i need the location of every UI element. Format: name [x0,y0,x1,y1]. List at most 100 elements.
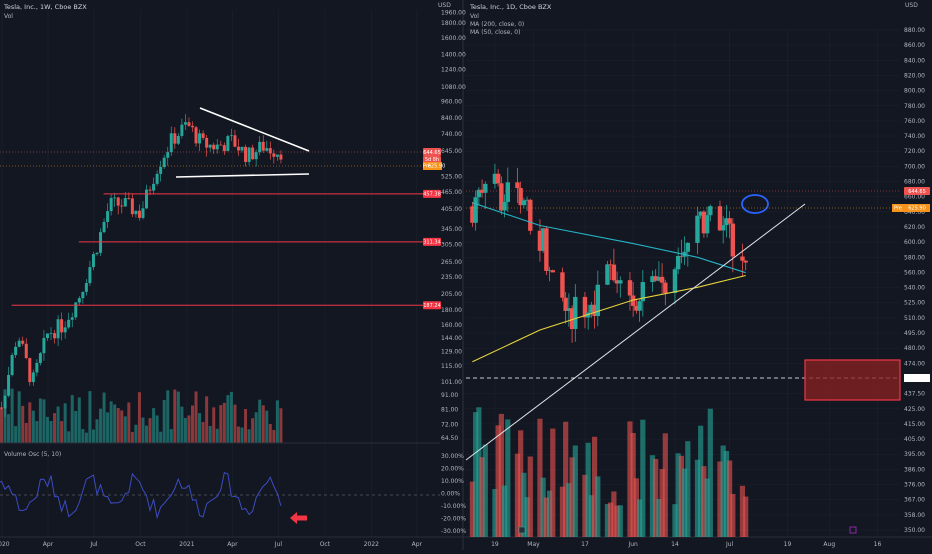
left-volume-bar [201,422,205,443]
left-price-tick: 960.00 [441,98,462,105]
left-volume-bar [95,419,99,443]
left-volume-bar [116,408,120,443]
left-candle-body [21,340,25,344]
left-price-tick: 180.00 [441,307,462,314]
trend-line[interactable] [465,203,806,461]
right-time-axis[interactable]: 19 May 17 Jun 14 Jul 19 Aug 16 [491,541,881,548]
left-volume-bar [109,401,113,443]
right-candle-body [634,305,639,311]
right-volume-bar [727,460,733,537]
right-time-tick: Jul [725,541,734,548]
right-candle-body [730,223,736,257]
left-candle-body [116,197,120,206]
left-last-price-badge-bg [423,148,441,156]
right-candle-body [740,256,745,261]
left-candle-body [60,319,64,333]
left-candle-body [49,333,53,334]
right-candle-body [537,230,543,251]
left-candle-body [212,144,216,150]
left-candle-body [99,232,103,253]
right-price-tick: 350.00 [904,527,925,534]
right-volume-bar [720,445,726,537]
left-volume-bar [233,404,237,443]
left-volume-bar [113,404,117,443]
right-volume-bar [476,407,482,537]
right-price-tick: 680.00 [904,179,925,186]
right-volume-bar [543,497,549,537]
earnings-marker-icon[interactable] [849,526,857,534]
left-price-tick: 840.00 [441,115,462,122]
left-currency: USD [438,2,451,9]
left-candle-body [229,135,233,137]
left-volume-bar [28,402,32,443]
left-pre-label: Pre [423,164,431,170]
left-volume-bar [272,429,276,443]
left-time-tick: Apr [412,541,423,548]
left-price-axis[interactable]: 1960.00 1800.00 1600.00 1400.00 1240.00 1080.… [441,10,466,443]
right-candle-body [627,280,633,296]
right-volume-bar [604,504,611,537]
left-candle-body [130,198,134,215]
left-price-tick: 1240.00 [441,67,466,74]
left-candle-body [127,198,131,199]
left-volume-bar [17,391,21,443]
left-volume-bar [38,398,42,443]
highlight-ellipse[interactable] [741,194,769,214]
left-candle-body [7,374,11,396]
right-candle-body [492,173,498,184]
left-candle-body [102,221,106,233]
right-price-tick: 405.00 [904,436,925,443]
right-candle-body [544,228,549,271]
target-zone-box[interactable] [804,359,901,401]
left-price-tick: 525.00 [441,174,462,181]
osc-tick: 20.00% [441,466,464,473]
right-volume-bar [585,442,591,537]
right-price-tick: 437.50 [904,391,925,398]
right-volume-bar [678,455,684,537]
level-badge-bg [423,189,441,198]
left-candle-body [14,346,18,356]
left-volume-bar [91,429,95,443]
left-candle-body [183,122,187,125]
right-candle-body [589,304,594,313]
right-vol-label: Vol [470,13,479,20]
right-volume-bar [537,418,543,537]
left-volume-bar [258,399,262,443]
left-candle-body [145,189,149,209]
left-volume-bar [53,413,57,443]
right-price-axis[interactable]: 880.00 860.00 840.00 820.00 800.00 780.00 760.… [904,27,925,534]
right-candle-body [704,215,710,234]
triangle-lower-line[interactable] [175,173,310,178]
left-candle-body [120,205,124,207]
left-volume-bar [84,432,88,443]
right-volume-bar [617,505,623,537]
left-candle-body [10,355,14,375]
event-marker-icon[interactable] [518,526,526,534]
left-candle-body [226,136,230,152]
left-candle-body [70,317,74,320]
left-volume-bar [70,395,74,443]
right-pre-value-bg [904,204,930,212]
left-candle-body [198,133,202,144]
right-candle-body [614,280,620,284]
left-candle-body [63,327,67,333]
left-candle-body [272,153,276,157]
left-candle-body [84,283,88,292]
left-volume-bar [222,402,226,443]
left-volume-bar [88,391,92,443]
right-volume-bar [501,485,508,537]
triangle-upper-line[interactable] [199,107,310,152]
right-candle-body [675,255,681,270]
left-candle-body [240,146,244,151]
left-time-axis[interactable]: 2020 Apr Jul Oct 2021 Apr Jul Oct 2022 Apr [0,541,423,548]
left-candle-body [162,157,166,168]
left-candle-body [236,146,240,151]
left-time-tick: Oct [135,541,146,548]
right-volume-bar [698,425,704,537]
left-pre-value: 625.90 [428,164,446,170]
left-volume-bar [42,399,46,443]
right-last-price-badge-bg [904,187,930,195]
level-badge: 457.38 [423,192,441,198]
right-candle-body [569,308,575,329]
